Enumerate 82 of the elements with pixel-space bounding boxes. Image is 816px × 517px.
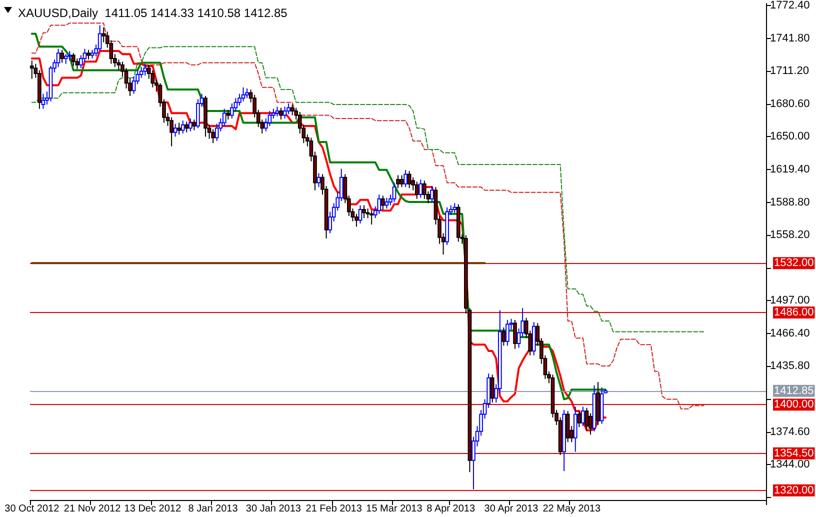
candlestick [188, 118, 192, 132]
candlestick [275, 106, 280, 117]
candlestick [452, 202, 457, 214]
candlestick [506, 319, 510, 346]
x-tick-label: 21 Feb 2013 [306, 504, 362, 514]
x-tick-label: 30 Jan 2013 [246, 504, 302, 514]
candlestick [30, 60, 34, 80]
x-tick-label: 30 Apr 2013 [484, 504, 539, 514]
y-tick-label: 1588.80 [770, 196, 810, 208]
candlestick [577, 410, 582, 428]
x-tick-label: 13 Dec 2012 [124, 504, 182, 514]
candlestick [392, 182, 396, 203]
candlestick [400, 174, 404, 188]
candlestick [290, 104, 294, 116]
ref-line-label: 1354.50 [774, 447, 814, 460]
candlestick [380, 195, 385, 210]
candlestick [396, 174, 400, 189]
ref-line-label: 1400.00 [774, 398, 814, 411]
y-tick-label: 1741.80 [770, 32, 810, 44]
candlestick [418, 179, 423, 198]
candlestick [422, 180, 426, 200]
candlestick [282, 106, 287, 119]
candlestick [581, 406, 585, 427]
x-tick-label: 8 Jan 2013 [188, 504, 238, 514]
candlestick [279, 107, 283, 120]
candlestick [286, 102, 290, 115]
candlestick [370, 210, 374, 226]
candlestick [384, 197, 389, 209]
candlestick [377, 194, 382, 214]
ref-line-label: 1412.85 [774, 384, 814, 397]
candlestick [430, 185, 434, 203]
candlestick [407, 170, 412, 189]
x-tick-label: 21 Nov 2012 [64, 504, 122, 514]
candlestick [192, 119, 196, 131]
candlestick [143, 63, 148, 76]
candlestick [573, 406, 578, 452]
candlestick [86, 49, 90, 60]
line-series [31, 46, 704, 332]
candlestick [245, 88, 249, 99]
candlestick [502, 326, 506, 346]
y-tick-label: 1619.40 [770, 163, 810, 176]
y-tick-label: 1344.00 [770, 458, 810, 471]
y-tick-label: 1680.60 [770, 98, 810, 110]
y-tick-label: 1435.80 [770, 360, 810, 372]
y-tick-label: 1772.40 [770, 0, 810, 12]
candlestick [170, 116, 174, 147]
candlestick [226, 109, 230, 120]
candlestick [414, 181, 419, 200]
candlestick [241, 86, 246, 102]
line-series [31, 22, 704, 410]
candlestick [490, 374, 494, 403]
candlestick [566, 410, 570, 443]
candlestick [173, 123, 178, 138]
y-tick-label: 1374.60 [770, 426, 810, 438]
candlestick [211, 128, 215, 144]
x-tick-label: 22 May 2013 [542, 504, 601, 514]
y-tick-label: 1466.40 [770, 327, 810, 340]
y-tick-label: 1650.00 [770, 130, 810, 143]
candlestick [404, 169, 408, 188]
candlestick [513, 319, 517, 350]
candlestick [41, 93, 46, 110]
y-tick-label: 1497.00 [770, 294, 810, 307]
candlestick [584, 407, 589, 431]
chart-title: XAUUSD,Daily 1411.05 1414.33 1410.58 1412.85 [18, 6, 288, 20]
y-tick-label: 1711.20 [770, 65, 809, 78]
y-tick-label: 1558.20 [770, 229, 810, 242]
candlestick [68, 50, 72, 62]
x-tick-label: 15 Mar 2013 [366, 504, 423, 514]
ref-line-label: 1320.00 [774, 484, 814, 496]
candlestick [316, 172, 321, 188]
candlestick [64, 54, 68, 64]
x-tick-label: 30 Oct 2012 [4, 504, 60, 514]
candlestick [358, 204, 362, 224]
candlestick [71, 52, 76, 66]
ref-line-label: 1486.00 [774, 306, 814, 318]
ref-line-label: 1532.00 [774, 257, 814, 270]
candlestick [184, 121, 189, 133]
candlestick [180, 120, 185, 134]
candlestick [60, 49, 64, 64]
candlestick [177, 122, 182, 136]
candlestick [362, 204, 366, 219]
x-tick-label: 8 Apr 2013 [426, 504, 476, 514]
